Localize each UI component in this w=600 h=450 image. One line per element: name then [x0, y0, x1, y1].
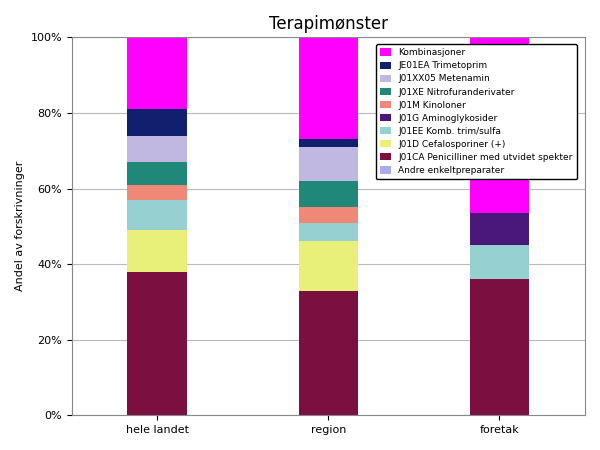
Bar — [127, 162, 187, 185]
Bar — [299, 37, 358, 140]
Bar — [299, 140, 358, 147]
Bar — [470, 213, 529, 245]
Title: Terapimønster: Terapimønster — [269, 15, 388, 33]
Bar — [299, 291, 358, 415]
Bar — [127, 272, 187, 415]
Bar — [470, 245, 529, 279]
Bar — [299, 241, 358, 291]
Bar — [127, 109, 187, 135]
Bar — [127, 37, 187, 109]
Bar — [127, 135, 187, 162]
Legend: Kombinasjoner, JE01EA Trimetoprim, J01XX05 Metenamin, J01XE Nitrofuranderivater,: Kombinasjoner, JE01EA Trimetoprim, J01XX… — [376, 44, 577, 180]
Bar — [299, 207, 358, 223]
Bar — [299, 181, 358, 207]
Bar — [127, 200, 187, 230]
Bar — [127, 230, 187, 272]
Bar — [470, 279, 529, 415]
Bar — [470, 37, 529, 213]
Y-axis label: Andel av forskrivninger: Andel av forskrivninger — [15, 161, 25, 292]
Bar — [299, 223, 358, 241]
Bar — [299, 147, 358, 181]
Bar — [127, 185, 187, 200]
